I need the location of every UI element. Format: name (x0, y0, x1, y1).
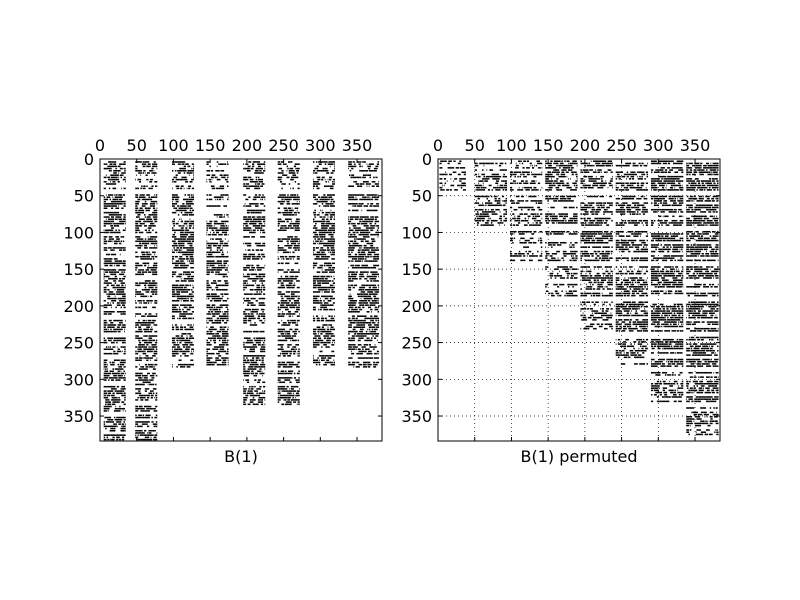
y-tick-label: 200 (401, 297, 432, 316)
x-tick-label: 250 (606, 136, 637, 155)
x-axis-label: B(1) (224, 447, 258, 466)
y-tick-label: 150 (401, 260, 432, 279)
plot-frame (99, 158, 383, 442)
x-tick-label: 100 (496, 136, 527, 155)
x-tick-label: 50 (465, 136, 485, 155)
grid-lines (438, 159, 720, 441)
x-tick-label: 50 (127, 136, 147, 155)
y-tick-label: 0 (84, 150, 94, 169)
y-tick-label: 300 (401, 370, 432, 389)
y-tick-label: 300 (63, 370, 94, 389)
x-tick-label: 100 (158, 136, 189, 155)
axis-ticks (437, 158, 720, 441)
x-tick-label: 0 (433, 136, 443, 155)
x-tick-label: 350 (342, 136, 373, 155)
x-axis-label: B(1) permuted (520, 447, 637, 466)
plot-frame (437, 158, 721, 442)
y-tick-label: 100 (63, 223, 94, 242)
x-tick-label: 200 (570, 136, 601, 155)
left-sparsity-plot: 0 50 100 150 200 250 300 350 0 50 100 150 200 250 300 3… (63, 136, 383, 466)
x-tick-label: 150 (533, 136, 564, 155)
x-tick-label: 250 (268, 136, 299, 155)
sparsity-dots (439, 160, 719, 436)
right-sparsity-plot: 0 50 100 150 200 250 300 350 0 50 100 150 200 250 300 3… (401, 136, 721, 466)
y-tick-label: 50 (74, 187, 94, 206)
y-tick-label: 50 (412, 187, 432, 206)
y-tick-label: 200 (63, 297, 94, 316)
x-tick-label: 300 (643, 136, 674, 155)
axis-ticks (99, 158, 382, 441)
y-tick-label: 100 (401, 223, 432, 242)
x-tick-label: 200 (232, 136, 263, 155)
x-tick-label: 0 (95, 136, 105, 155)
y-tick-label: 350 (401, 407, 432, 426)
sparsity-dots (103, 161, 380, 441)
x-tick-label: 300 (305, 136, 336, 155)
y-tick-label: 350 (63, 407, 94, 426)
y-tick-label: 250 (401, 334, 432, 353)
y-tick-label: 150 (63, 260, 94, 279)
y-tick-label: 250 (63, 334, 94, 353)
y-tick-label: 0 (422, 150, 432, 169)
x-tick-label: 350 (680, 136, 711, 155)
x-tick-label: 150 (195, 136, 226, 155)
